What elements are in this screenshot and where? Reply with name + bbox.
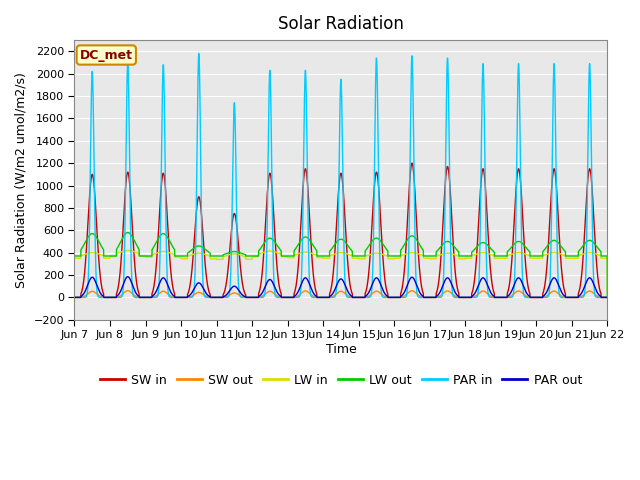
SW in — [581, 223, 589, 228]
Title: Solar Radiation: Solar Radiation — [278, 15, 404, 33]
PAR out — [581, 283, 589, 288]
PAR out — [323, 295, 331, 300]
PAR in — [323, 295, 331, 300]
Line: LW out: LW out — [74, 232, 607, 298]
SW out — [476, 290, 483, 296]
PAR out — [252, 295, 259, 300]
PAR in — [195, 51, 203, 57]
Legend: SW in, SW out, LW in, LW out, PAR in, PAR out: SW in, SW out, LW in, LW out, PAR in, PA… — [95, 369, 587, 392]
LW in — [575, 253, 582, 259]
SW in — [70, 295, 78, 300]
Line: SW out: SW out — [74, 291, 607, 298]
LW out — [476, 241, 483, 247]
LW out — [323, 253, 331, 259]
PAR out — [575, 293, 582, 299]
SW out — [581, 291, 589, 297]
SW out — [460, 295, 468, 300]
SW out — [323, 295, 331, 300]
SW in — [252, 295, 259, 300]
Line: SW in: SW in — [74, 163, 607, 298]
LW in — [581, 251, 589, 256]
PAR in — [252, 295, 259, 300]
SW in — [408, 160, 416, 166]
LW out — [581, 240, 589, 246]
SW out — [575, 294, 582, 300]
Y-axis label: Solar Radiation (W/m2 umol/m2/s): Solar Radiation (W/m2 umol/m2/s) — [15, 72, 28, 288]
PAR in — [460, 295, 468, 300]
Line: PAR out: PAR out — [74, 276, 607, 298]
LW in — [460, 256, 468, 262]
PAR in — [476, 275, 483, 280]
PAR in — [581, 286, 589, 292]
SW in — [476, 211, 483, 216]
SW out — [124, 288, 132, 294]
SW out — [604, 295, 611, 300]
LW out — [252, 253, 259, 259]
LW out — [575, 249, 582, 254]
LW in — [323, 255, 331, 261]
LW out — [70, 253, 78, 259]
SW in — [323, 295, 330, 300]
PAR out — [124, 274, 132, 279]
LW out — [460, 253, 468, 259]
LW in — [604, 295, 611, 300]
PAR in — [604, 295, 611, 300]
SW in — [460, 295, 468, 300]
LW out — [124, 229, 132, 235]
SW out — [70, 295, 78, 300]
PAR in — [70, 295, 78, 300]
Line: LW in: LW in — [74, 251, 607, 298]
LW in — [252, 254, 259, 260]
PAR out — [460, 295, 468, 300]
SW in — [604, 295, 611, 300]
LW out — [604, 295, 611, 300]
Text: DC_met: DC_met — [80, 48, 133, 61]
PAR in — [575, 295, 582, 300]
PAR out — [604, 295, 611, 300]
PAR out — [476, 281, 483, 287]
SW out — [252, 295, 259, 300]
X-axis label: Time: Time — [326, 343, 356, 356]
Line: PAR in: PAR in — [74, 54, 607, 298]
SW in — [575, 290, 582, 296]
LW in — [476, 250, 483, 256]
LW in — [124, 248, 132, 253]
PAR out — [70, 295, 78, 300]
LW in — [70, 255, 78, 261]
